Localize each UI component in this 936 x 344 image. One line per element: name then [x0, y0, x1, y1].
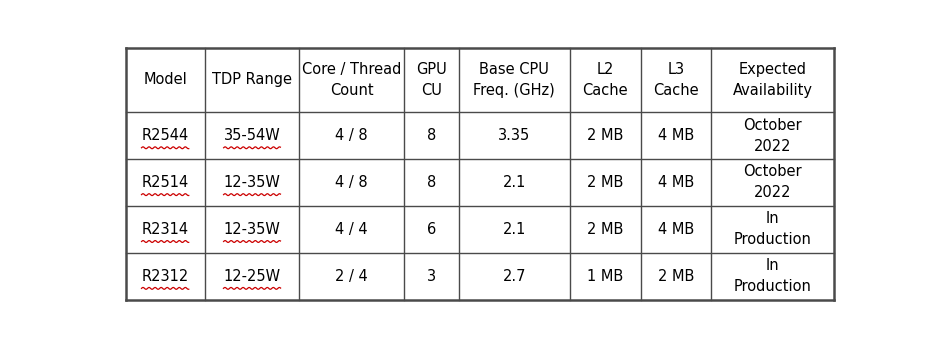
Text: 8: 8	[427, 175, 436, 190]
Text: 4 / 8: 4 / 8	[335, 175, 368, 190]
Text: October
2022: October 2022	[743, 164, 802, 200]
Text: Base CPU
Freq. (GHz): Base CPU Freq. (GHz)	[474, 62, 555, 98]
Text: Model: Model	[143, 73, 187, 87]
Text: 2 MB: 2 MB	[587, 222, 623, 237]
Text: 2 MB: 2 MB	[587, 175, 623, 190]
Text: 6: 6	[427, 222, 436, 237]
Text: 12-35W: 12-35W	[224, 175, 281, 190]
Text: Expected
Availability: Expected Availability	[733, 62, 812, 98]
Text: R2544: R2544	[141, 128, 189, 143]
Text: R2314: R2314	[141, 222, 189, 237]
Text: GPU
CU: GPU CU	[417, 62, 446, 98]
Text: R2514: R2514	[141, 175, 189, 190]
Text: 2.7: 2.7	[503, 269, 526, 283]
Text: L2
Cache: L2 Cache	[582, 62, 628, 98]
Text: October
2022: October 2022	[743, 118, 802, 153]
Text: 8: 8	[427, 128, 436, 143]
Text: R2312: R2312	[141, 269, 189, 283]
Text: 4 / 4: 4 / 4	[335, 222, 368, 237]
Text: Core / Thread
Count: Core / Thread Count	[302, 62, 402, 98]
Text: 2 MB: 2 MB	[658, 269, 695, 283]
Text: L3
Cache: L3 Cache	[653, 62, 699, 98]
Text: 2 MB: 2 MB	[587, 128, 623, 143]
Text: 4 MB: 4 MB	[658, 175, 695, 190]
Text: 2.1: 2.1	[503, 175, 526, 190]
Text: 2 / 4: 2 / 4	[335, 269, 368, 283]
Text: In
Production: In Production	[734, 211, 812, 247]
Text: 4 / 8: 4 / 8	[335, 128, 368, 143]
Text: 3: 3	[427, 269, 436, 283]
Text: TDP Range: TDP Range	[212, 73, 292, 87]
Text: 1 MB: 1 MB	[587, 269, 623, 283]
Text: 12-25W: 12-25W	[224, 269, 281, 283]
Text: 35-54W: 35-54W	[224, 128, 281, 143]
Text: 12-35W: 12-35W	[224, 222, 281, 237]
Text: 3.35: 3.35	[498, 128, 531, 143]
Text: 4 MB: 4 MB	[658, 222, 695, 237]
Text: 4 MB: 4 MB	[658, 128, 695, 143]
Text: In
Production: In Production	[734, 258, 812, 294]
Text: 2.1: 2.1	[503, 222, 526, 237]
